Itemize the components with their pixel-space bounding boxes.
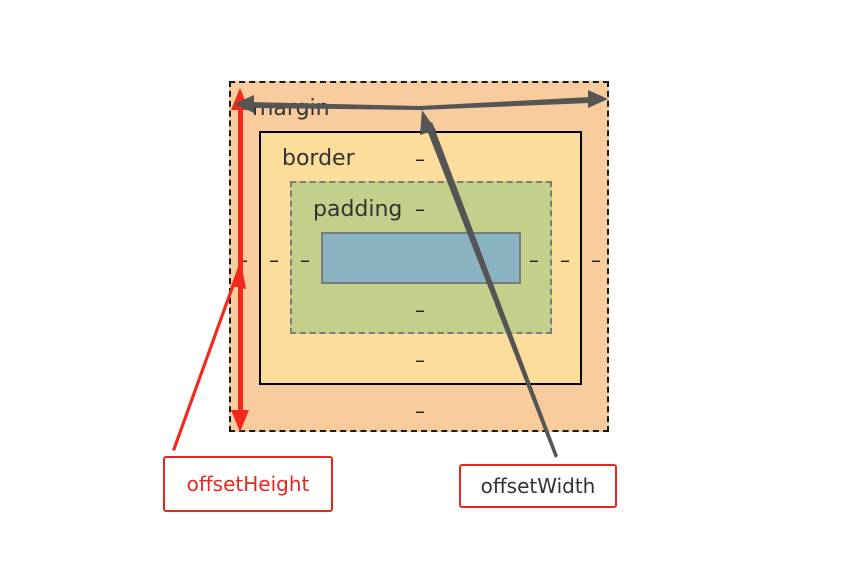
padding-right-dash: –: [529, 248, 539, 272]
padding-top-dash: –: [415, 197, 425, 221]
offset-width-label: offsetWidth: [480, 474, 596, 498]
padding-left-dash: –: [300, 248, 310, 272]
offset-width-arrowhead-left: [234, 95, 254, 113]
border-right-dash: –: [560, 248, 570, 272]
border-left-dash: –: [269, 248, 279, 272]
offset-height-pointer-head: [231, 262, 246, 289]
margin-bottom-dash: –: [415, 399, 425, 423]
offset-height-label: offsetHeight: [186, 472, 310, 496]
padding-bottom-dash: –: [415, 298, 425, 322]
offset-width-arrow: [250, 97, 590, 110]
offset-height-arrow: [238, 104, 243, 416]
border-top-dash: –: [415, 147, 425, 171]
offset-width-pointer: [425, 122, 558, 458]
border-bottom-dash: –: [415, 348, 425, 372]
offset-height-arrowhead-bottom: [231, 410, 249, 432]
offset-height-pointer: [172, 267, 241, 451]
offset-height-callout: offsetHeight: [163, 456, 333, 512]
offset-width-callout: offsetWidth: [459, 464, 617, 508]
margin-right-dash: –: [591, 248, 601, 272]
offset-width-pointer-head: [420, 110, 436, 135]
border-label: border: [282, 146, 355, 171]
padding-label: padding: [313, 197, 403, 222]
offset-width-arrowhead-right: [588, 90, 608, 108]
